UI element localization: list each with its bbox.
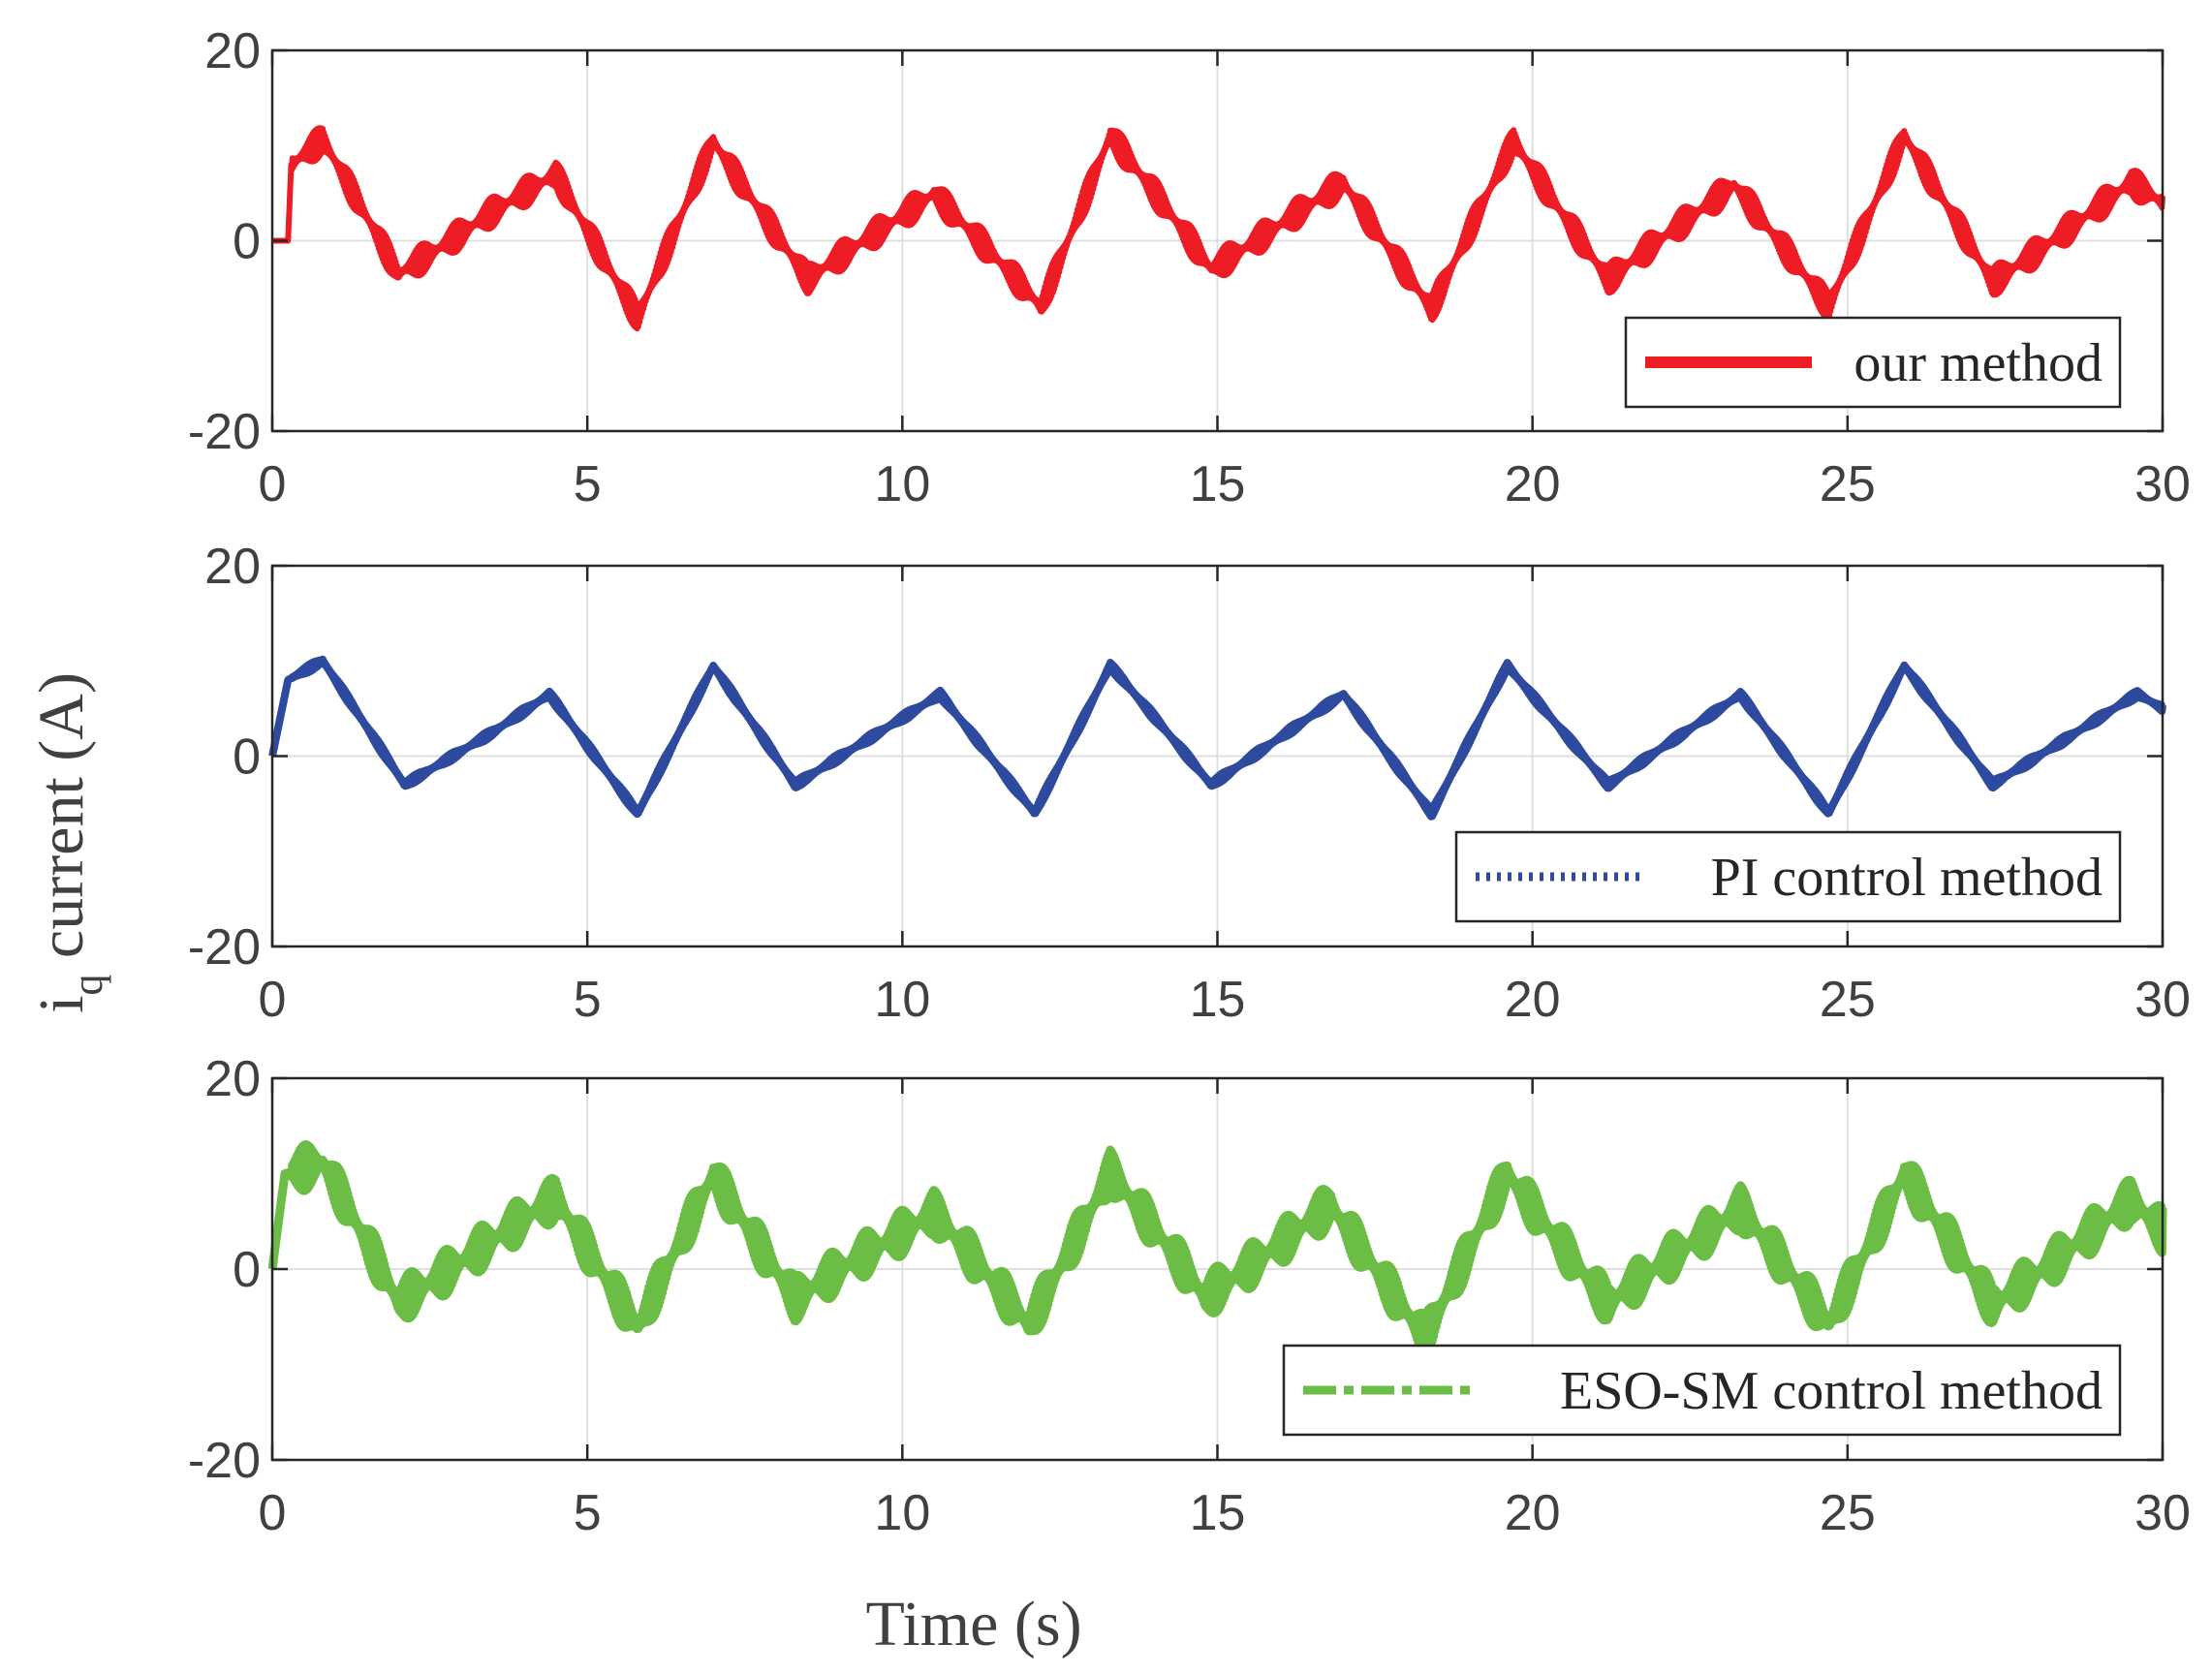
x-tick-label: 20: [1505, 456, 1561, 512]
x-tick-label: 10: [874, 972, 930, 1028]
x-tick-label: 0: [259, 972, 287, 1028]
legend: PI control method: [1454, 830, 2122, 923]
x-tick-label: 15: [1190, 1485, 1246, 1541]
y-tick-label: -20: [188, 404, 261, 460]
y-axis-label-subscript: q: [64, 975, 111, 996]
legend: our method: [1624, 316, 2122, 409]
x-tick-label: 25: [1820, 972, 1876, 1028]
y-tick-label: 20: [204, 539, 261, 595]
y-tick-label: 0: [233, 729, 261, 786]
legend-label: PI control method: [1711, 848, 2103, 908]
x-tick-label: 30: [2134, 972, 2191, 1028]
y-tick-label: 0: [233, 214, 261, 270]
y-axis-title: iq current (A): [26, 672, 111, 1013]
y-axis-label-text: current (A): [26, 672, 97, 975]
legend-label: ESO-SM control method: [1560, 1361, 2103, 1421]
y-axis-label-symbol: i: [26, 996, 97, 1013]
y-tick-label: -20: [188, 1433, 261, 1489]
series-line-2: [268, 655, 2166, 821]
x-tick-label: 5: [574, 972, 602, 1028]
x-tick-label: 25: [1820, 456, 1876, 512]
y-tick-label: 20: [204, 1051, 261, 1107]
x-tick-label: 30: [2134, 1485, 2191, 1541]
x-tick-label: 10: [874, 456, 930, 512]
x-tick-label: 10: [874, 1485, 930, 1541]
y-axis-label: iq current (A): [26, 672, 111, 1013]
x-tick-label: 20: [1505, 1485, 1561, 1541]
series-line-3: [267, 1140, 2167, 1364]
legend-label: our method: [1854, 333, 2103, 393]
x-tick-label: 30: [2134, 456, 2191, 512]
x-tick-label: 25: [1820, 1485, 1876, 1541]
y-tick-label: -20: [188, 919, 261, 976]
legend: ESO-SM control method: [1282, 1344, 2122, 1437]
x-tick-label: 5: [574, 1485, 602, 1541]
legend-box: [1454, 830, 2122, 923]
x-tick-label: 15: [1190, 972, 1246, 1028]
series-line-1: [269, 125, 2165, 332]
y-tick-label: 0: [233, 1242, 261, 1298]
x-tick-label: 20: [1505, 972, 1561, 1028]
x-axis-label: Time (s): [865, 1589, 1081, 1659]
x-tick-label: 5: [574, 456, 602, 512]
x-tick-label: 0: [259, 456, 287, 512]
x-tick-label: 0: [259, 1485, 287, 1541]
y-tick-label: 20: [204, 23, 261, 79]
x-tick-label: 15: [1190, 456, 1246, 512]
